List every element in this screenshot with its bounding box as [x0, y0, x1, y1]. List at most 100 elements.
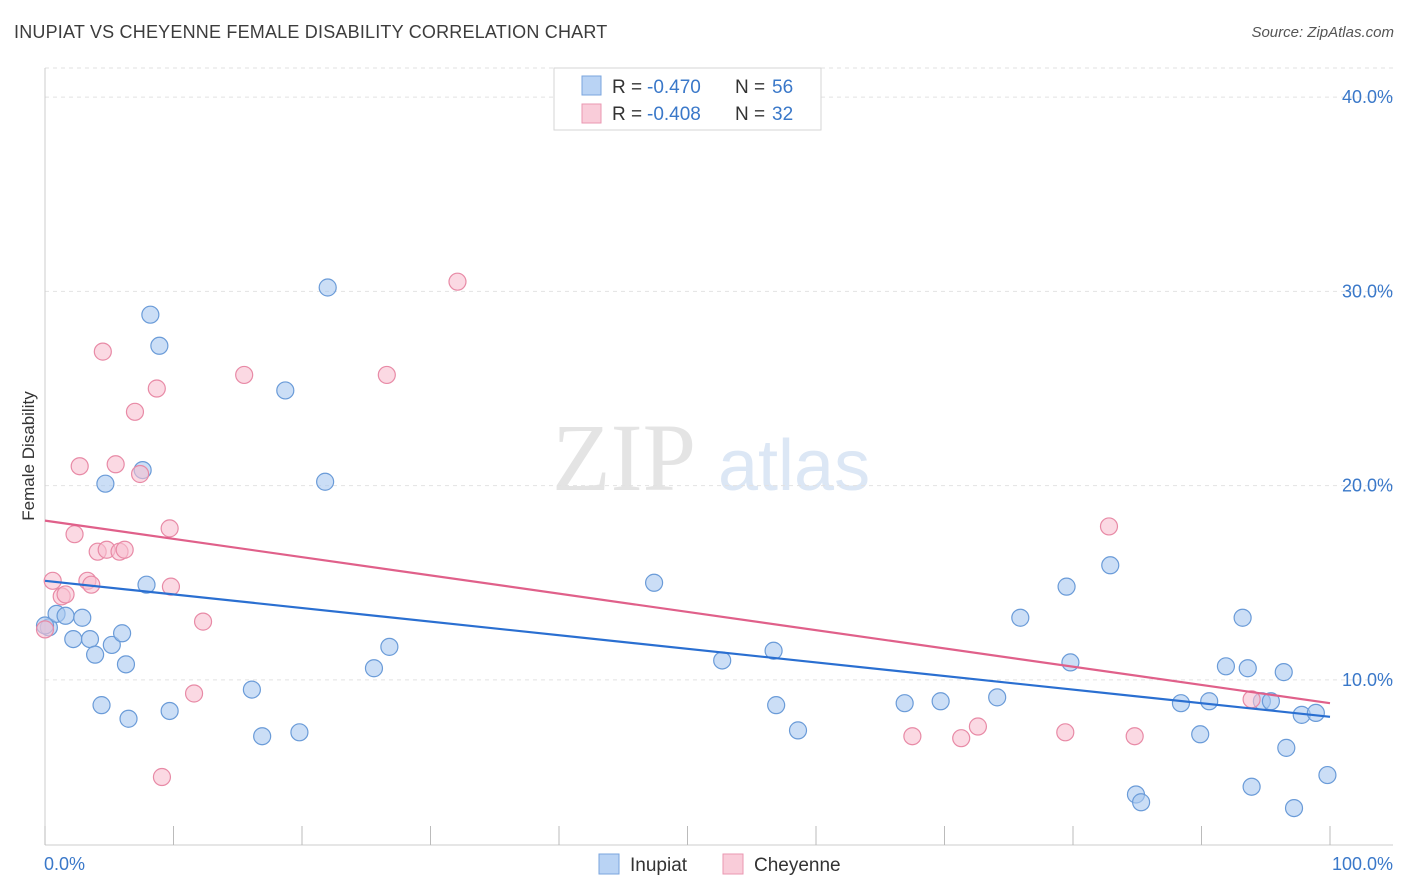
- inupiat-point: [1242, 777, 1261, 796]
- cheyenne-point: [160, 519, 179, 538]
- inupiat-point: [242, 680, 261, 699]
- inupiat-point: [56, 606, 75, 625]
- inupiat-point: [1318, 765, 1337, 785]
- inupiat-point: [290, 723, 309, 742]
- watermark-zip: ZIP: [552, 404, 696, 511]
- bottom-legend-label-cheyenne: Cheyenne: [754, 855, 841, 876]
- bottom-legend-swatch-cheyenne: [722, 853, 744, 875]
- inupiat-point: [1061, 653, 1080, 672]
- cheyenne-point: [968, 717, 988, 736]
- inupiat-point: [931, 692, 950, 711]
- y-tick-label: 40.0%: [1342, 87, 1393, 107]
- top-legend-n-label-1: N =: [735, 77, 765, 98]
- inupiat-point: [1200, 692, 1219, 711]
- watermark: ZIP atlas: [552, 404, 870, 511]
- y-tick-label: 20.0%: [1342, 476, 1393, 496]
- inupiat-point: [150, 336, 169, 355]
- inupiat-point: [73, 608, 92, 627]
- bottom-legend: Inupiat Cheyenne: [598, 853, 841, 876]
- inupiat-point: [1233, 608, 1252, 627]
- inupiat-point: [1101, 556, 1120, 575]
- axes: [44, 68, 1393, 846]
- x-ticks: [44, 826, 1331, 845]
- trend-lines: [44, 519, 1331, 718]
- top-legend-swatch-cheyenne: [581, 103, 602, 124]
- inupiat-point: [276, 381, 295, 400]
- cheyenne-point: [147, 379, 166, 398]
- watermark-atlas: atlas: [718, 426, 870, 506]
- inupiat-point: [1284, 798, 1304, 818]
- cheyenne-point: [903, 727, 922, 746]
- cheyenne-point: [130, 464, 150, 484]
- cheyenne-point: [193, 612, 213, 631]
- y-tick-label: 30.0%: [1342, 281, 1393, 301]
- top-legend-n-label-2: N =: [735, 104, 765, 125]
- inupiat-point: [1191, 725, 1210, 744]
- y-axis-title: Female Disability: [19, 391, 38, 521]
- top-legend-r-value-2: -0.408: [647, 104, 701, 125]
- inupiat-point: [1171, 694, 1191, 713]
- cheyenne-point: [115, 540, 134, 559]
- inupiat-point: [1277, 738, 1296, 757]
- top-legend-r-label-2: R =: [612, 104, 642, 125]
- inupiat-point: [141, 305, 160, 324]
- bottom-legend-label-inupiat: Inupiat: [630, 855, 688, 876]
- source-label: Source: ZipAtlas.com: [1251, 24, 1394, 41]
- inupiat-point: [1011, 608, 1030, 627]
- inupiat-point: [1306, 703, 1325, 723]
- top-legend-n-value-2: 32: [772, 104, 793, 125]
- y-tick-labels: 10.0% 20.0% 30.0% 40.0%: [1342, 87, 1393, 690]
- x-tick-label-min: 0.0%: [44, 854, 85, 874]
- inupiat-point: [316, 472, 335, 491]
- top-legend: R = -0.470 N = 56 R = -0.408 N = 32: [553, 67, 822, 131]
- inupiat-point: [112, 624, 132, 643]
- cheyenne-point: [184, 684, 204, 703]
- cheyenne-point: [448, 272, 467, 291]
- inupiat-point: [1132, 793, 1151, 812]
- inupiat-point: [788, 721, 808, 740]
- inupiat-point: [767, 696, 786, 715]
- inupiat-point: [116, 655, 136, 674]
- inupiat-point: [764, 641, 783, 660]
- top-legend-r-label-1: R =: [612, 77, 642, 98]
- cheyenne-point: [952, 729, 971, 748]
- inupiat-point: [1238, 659, 1257, 678]
- inupiat-point: [1057, 577, 1076, 596]
- inupiat-point: [318, 278, 337, 297]
- chart-title: INUPIAT VS CHEYENNE FEMALE DISABILITY CO…: [14, 22, 608, 42]
- inupiat-point: [92, 696, 111, 715]
- cheyenne-point: [106, 455, 125, 474]
- inupiat-point: [64, 629, 83, 649]
- inupiat-point: [713, 651, 732, 670]
- cheyenne-point: [1099, 517, 1119, 536]
- inupiat-point: [364, 659, 384, 678]
- cheyenne-point: [152, 767, 172, 787]
- inupiat-point: [644, 573, 664, 592]
- inupiat-point: [102, 635, 121, 655]
- inupiat-point: [380, 637, 399, 656]
- bottom-legend-swatch-inupiat: [598, 853, 620, 875]
- cheyenne-point: [70, 457, 89, 476]
- inupiat-point: [137, 575, 156, 594]
- scatter-points: [35, 272, 1337, 818]
- cheyenne-point: [125, 402, 145, 421]
- cheyenne-point: [377, 365, 396, 385]
- x-tick-label-max: 100.0%: [1332, 854, 1393, 874]
- inupiat-trend-line: [44, 579, 1331, 718]
- cheyenne-point: [1056, 723, 1075, 742]
- top-legend-n-value-1: 56: [772, 77, 793, 98]
- cheyenne-point: [235, 365, 254, 385]
- inupiat-point: [119, 709, 138, 728]
- inupiat-point: [1274, 663, 1293, 682]
- inupiat-point: [86, 645, 105, 664]
- inupiat-point: [96, 474, 115, 493]
- top-legend-swatch-inupiat: [581, 75, 602, 96]
- cheyenne-point: [35, 620, 55, 639]
- inupiat-point: [895, 694, 914, 713]
- cheyenne-point: [93, 342, 112, 361]
- inupiat-point: [253, 727, 272, 746]
- y-tick-label: 10.0%: [1342, 670, 1393, 690]
- inupiat-point: [1216, 657, 1236, 676]
- cheyenne-point: [56, 585, 75, 604]
